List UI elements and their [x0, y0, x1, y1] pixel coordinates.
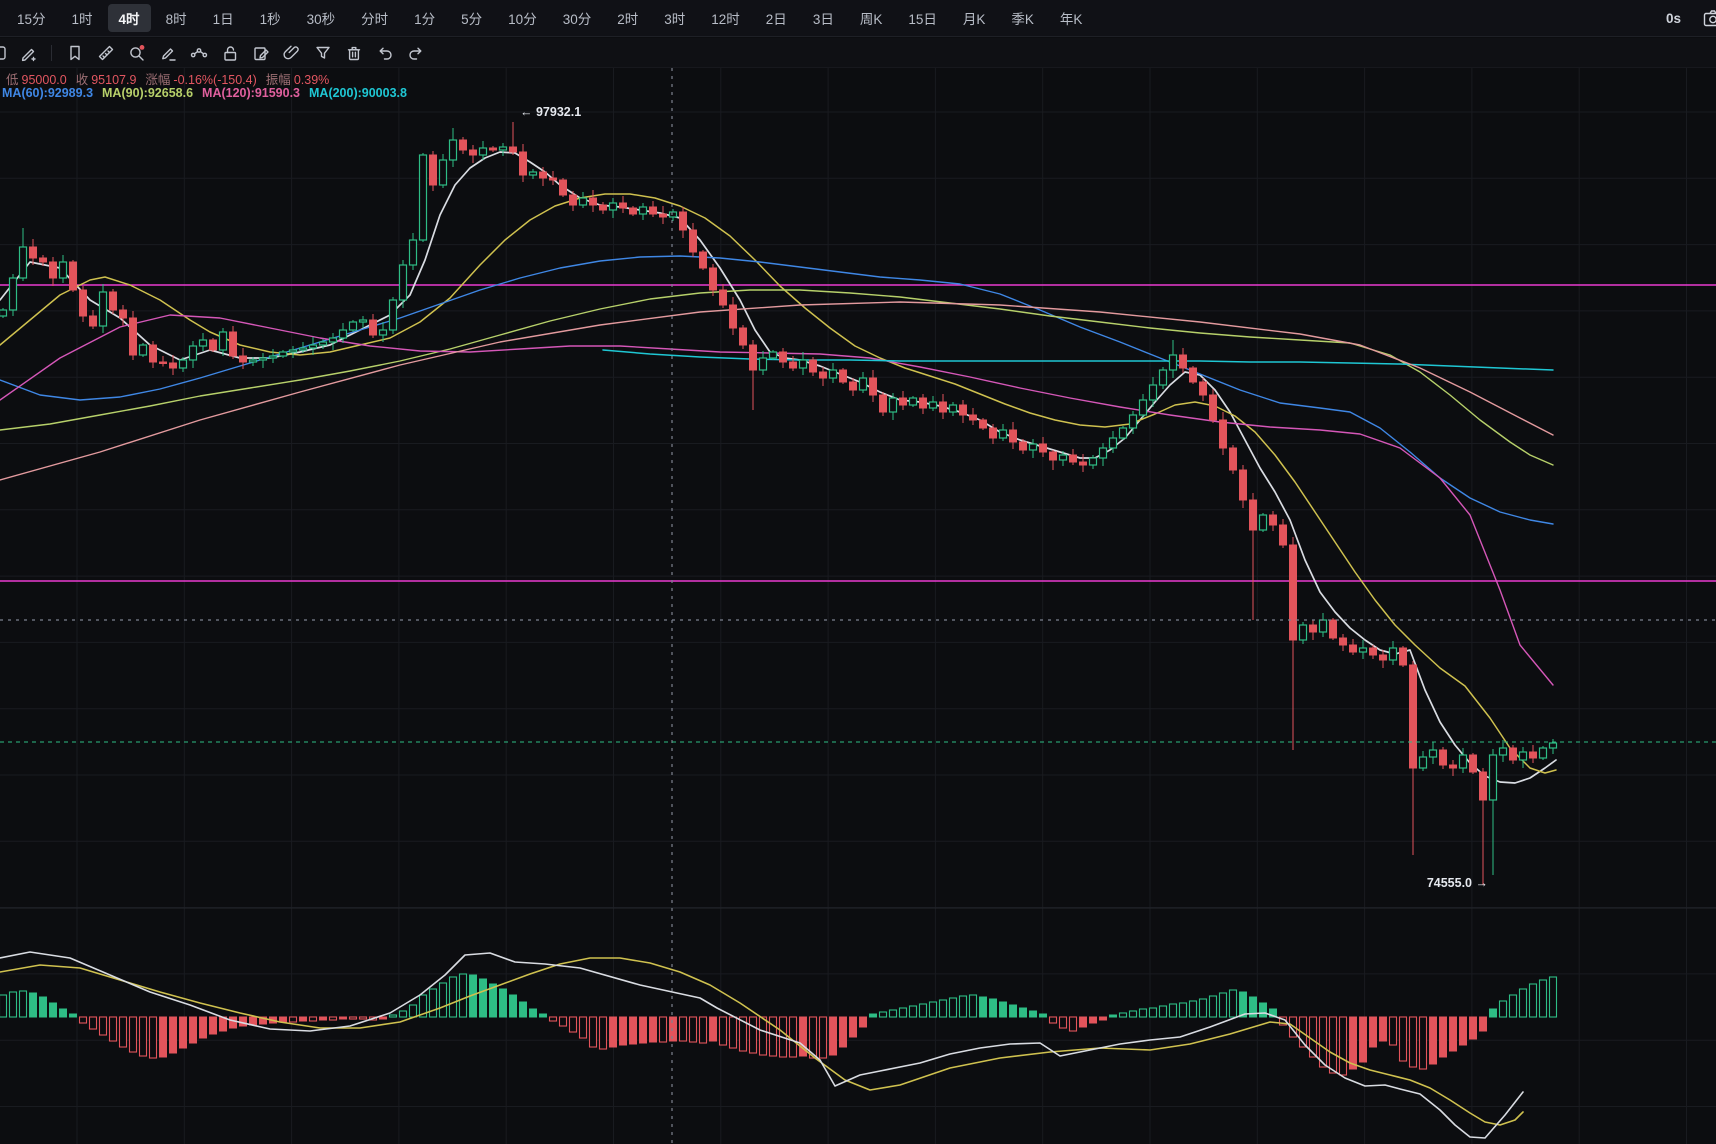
trash-icon[interactable]: [345, 44, 363, 62]
toolbar-divider: [51, 44, 52, 61]
timeframe-30秒[interactable]: 30秒: [306, 12, 336, 27]
bookmark-icon[interactable]: [66, 44, 84, 62]
timeframe-3时[interactable]: 3时: [664, 12, 686, 27]
ma-legend-item: MA(120):91590.3: [202, 86, 300, 100]
timeframe-10分[interactable]: 10分: [508, 12, 537, 27]
timeframe-4时[interactable]: 4时: [107, 4, 151, 32]
zoom-search-icon[interactable]: [128, 44, 146, 62]
lock-open-icon[interactable]: [221, 44, 239, 62]
high-price-annotation: ← 97932.1: [520, 105, 581, 119]
timeframe-3日[interactable]: 3日: [812, 12, 834, 27]
timeframe-8时[interactable]: 8时: [165, 12, 187, 27]
info-label: 收: [75, 73, 89, 87]
timeframe-1日[interactable]: 1日: [212, 12, 234, 27]
ma-legend-item: MA(200):90003.8: [309, 86, 407, 100]
ma-legend-item: MA(90):92658.6: [102, 86, 194, 100]
info-value: -0.16%(-150.4): [173, 73, 257, 87]
ohlc-info-row: 低 95000.0 收 95107.9 涨幅 -0.16%(-150.4) 振幅 0.39%: [6, 69, 338, 88]
timeframe-1时[interactable]: 1时: [71, 12, 93, 27]
timeframe-30分[interactable]: 30分: [562, 12, 592, 27]
info-value: 95000.0: [21, 73, 67, 87]
timeframe-bar-right: 0s: [1666, 8, 1716, 28]
timeframe-15日[interactable]: 15日: [908, 12, 937, 27]
clipped-tool-icon[interactable]: [0, 44, 9, 62]
redo-icon[interactable]: [407, 44, 425, 62]
timeframe-1秒[interactable]: 1秒: [259, 12, 281, 27]
filter-funnel-icon[interactable]: [314, 44, 332, 62]
timeframe-5分[interactable]: 5分: [461, 12, 483, 27]
timeframe-2日[interactable]: 2日: [765, 12, 787, 27]
timeframe-bar: 15分 1时 4时 8时 1日 1秒 30秒 分时 1分 5分 10分 30分 2时 3时 12时 2日 3日 周…: [0, 0, 1716, 37]
info-label: 涨幅: [145, 73, 171, 87]
ma-legend-row: MA(60):92989.3 MA(90):92658.6 MA(120):9159…: [2, 86, 416, 100]
cursor-pen-icon[interactable]: [20, 44, 38, 62]
timeframe-12时[interactable]: 12时: [711, 12, 740, 27]
info-value: 0.39%: [293, 73, 330, 87]
info-label: 低: [6, 73, 19, 87]
timeframe-分时[interactable]: 分时: [361, 12, 389, 27]
ruler-icon[interactable]: [97, 44, 115, 62]
pattern-icon[interactable]: [190, 44, 208, 62]
timeframe-15分[interactable]: 15分: [17, 12, 46, 27]
camera-icon[interactable]: [1703, 8, 1716, 28]
timeframe-周K[interactable]: 周K: [859, 12, 883, 27]
timeframe-季K[interactable]: 季K: [1011, 12, 1034, 27]
note-edit-icon[interactable]: [252, 44, 270, 62]
info-label: 振幅: [265, 73, 291, 87]
candle-countdown: 0s: [1665, 10, 1681, 26]
ma-legend-item: MA(60):92989.3: [2, 86, 94, 100]
paperclip-icon[interactable]: [282, 44, 301, 62]
timeframe-月K[interactable]: 月K: [962, 12, 986, 27]
marker-icon[interactable]: [159, 44, 177, 62]
drawing-toolbar: [0, 38, 1716, 68]
low-price-annotation: 74555.0 →: [1427, 876, 1488, 890]
timeframe-年K[interactable]: 年K: [1059, 12, 1083, 27]
timeframe-2时[interactable]: 2时: [617, 12, 639, 27]
timeframe-1分[interactable]: 1分: [414, 12, 436, 27]
info-value: 95107.9: [91, 73, 137, 87]
undo-icon[interactable]: [376, 44, 394, 62]
